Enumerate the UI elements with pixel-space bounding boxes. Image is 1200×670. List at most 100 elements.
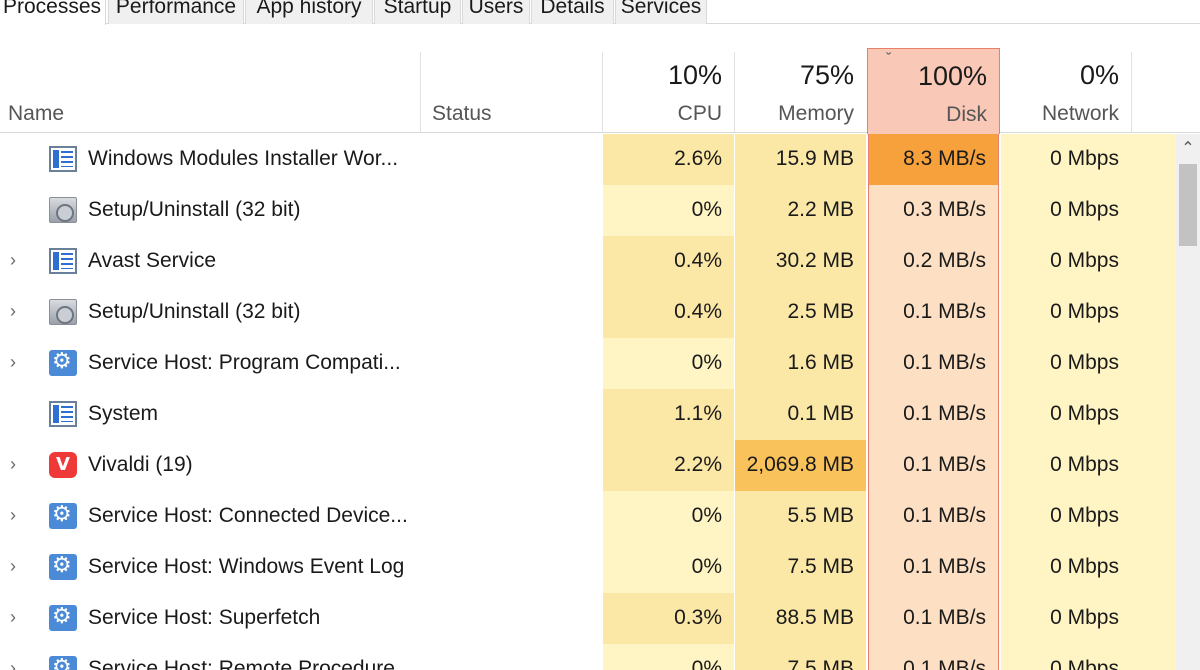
column-divider[interactable] [1131,52,1132,132]
expand-chevron-icon[interactable]: › [10,454,16,474]
vertical-scrollbar[interactable]: ⌃ [1176,134,1200,670]
cpu-value: 2.6% [603,134,734,185]
process-row[interactable]: › Avast Service 0.4% 30.2 MB 0.2 MB/s 0 Mbps [0,236,1176,287]
row-filler [1131,491,1176,542]
process-row[interactable]: Windows Modules Installer Wor... 2.6% 15.9… [0,134,1176,185]
process-row[interactable]: › Vivaldi (19) 2.2%2,069.8 MB0.1 MB/s0 Mbp… [0,440,1176,491]
tab-app-history[interactable]: App history [245,0,373,24]
cpu-value: 0% [603,644,734,670]
cpu-value: 1.1% [603,389,734,440]
column-header-cpu[interactable]: 10% CPU [603,52,734,132]
cpu-value: 0% [603,542,734,593]
row-filler [1131,185,1176,236]
cpu-value: 2.2% [603,440,734,491]
disk-value: 0.1 MB/s [868,491,999,542]
tab-processes[interactable]: Processes [0,0,106,25]
window-icon [49,248,77,274]
row-filler [1131,236,1176,287]
column-header-memory[interactable]: 75% Memory [735,52,866,132]
memory-value: 2,069.8 MB [735,440,866,491]
cpu-value: 0% [603,491,734,542]
expand-chevron-icon[interactable]: › [10,556,16,576]
cpu-total-percent: 10% [667,60,722,90]
scroll-thumb[interactable] [1179,164,1197,246]
expand-chevron-icon[interactable]: › [10,352,16,372]
expand-chevron-icon[interactable]: › [10,301,16,321]
disk-value: 0.1 MB/s [868,542,999,593]
vivaldi-icon [49,452,77,478]
expand-chevron-icon[interactable]: › [10,505,16,525]
process-row[interactable]: › Service Host: Program Compati... 0%1.6 M… [0,338,1176,389]
memory-value: 5.5 MB [735,491,866,542]
process-name: Setup/Uninstall (32 bit) [88,198,301,221]
expand-chevron-icon[interactable]: › [10,658,16,670]
process-name: Service Host: Remote Procedure... [88,657,413,670]
gear-icon [49,502,77,529]
network-value: 0 Mbps [1001,134,1131,185]
tab-services[interactable]: Services [615,0,707,24]
memory-value: 1.6 MB [735,338,866,389]
network-value: 0 Mbps [1001,185,1131,236]
column-header-network[interactable]: 0% Network [1001,52,1131,132]
process-row[interactable]: › Service Host: Connected Device... 0%5.5 … [0,491,1176,542]
process-name: System [88,402,159,425]
gear-icon [49,604,77,631]
row-filler [1131,644,1176,670]
disk-value: 0.1 MB/s [868,338,999,389]
memory-value: 30.2 MB [735,236,866,287]
column-divider[interactable] [420,52,421,132]
expand-chevron-icon[interactable]: › [10,607,16,627]
tab-bar: Processes Performance App history Startu… [0,0,1200,25]
column-header-name[interactable]: Name [0,52,420,132]
tab-performance[interactable]: Performance [108,0,244,24]
disk-value: 8.3 MB/s [868,134,999,185]
process-name: Service Host: Program Compati... [88,351,401,374]
column-label-network: Network [1041,102,1119,125]
network-value: 0 Mbps [1001,236,1131,287]
network-total-percent: 0% [1079,60,1119,90]
disk-total-percent: 100% [917,61,987,91]
column-label-name: Name [8,102,65,125]
sort-descending-icon: ˇ [886,51,892,68]
process-row[interactable]: › Service Host: Windows Event Log 0%7.5 MB… [0,542,1176,593]
column-label-cpu: CPU [677,102,722,125]
disk-value: 0.1 MB/s [868,440,999,491]
gear-icon [49,553,77,580]
memory-value: 0.1 MB [735,389,866,440]
network-value: 0 Mbps [1001,338,1131,389]
process-name: Setup/Uninstall (32 bit) [88,300,301,323]
setup-icon [49,197,77,223]
column-label-memory: Memory [778,102,854,125]
memory-value: 2.2 MB [735,185,866,236]
disk-value: 0.1 MB/s [868,389,999,440]
process-name: Vivaldi (19) [88,453,193,476]
memory-value: 7.5 MB [735,542,866,593]
memory-total-percent: 75% [799,60,854,90]
process-row[interactable]: Setup/Uninstall (32 bit) 0% 2.2 MB 0.3 MB/s… [0,185,1176,236]
scroll-up-arrow-icon[interactable]: ⌃ [1181,140,1195,157]
gear-icon [49,349,77,376]
column-header-disk[interactable]: ˇ 100% Disk [867,48,1000,134]
cpu-value: 0.4% [603,287,734,338]
window-icon [49,401,77,427]
process-name: Windows Modules Installer Wor... [88,147,399,170]
tab-details[interactable]: Details [531,0,614,24]
memory-value: 7.5 MB [735,644,866,670]
column-divider[interactable] [602,52,603,132]
column-label-disk: Disk [946,103,987,126]
network-value: 0 Mbps [1001,593,1131,644]
gear-icon [49,655,77,670]
network-value: 0 Mbps [1001,542,1131,593]
process-row[interactable]: › Service Host: Remote Procedure... 0%7.5 … [0,644,1176,670]
tab-users[interactable]: Users [462,0,530,24]
column-divider[interactable] [734,52,735,132]
column-header-status[interactable]: Status [424,52,602,132]
process-row[interactable]: › Setup/Uninstall (32 bit) 0.4% 2.5 MB 0.1 M… [0,287,1176,338]
column-label-status: Status [432,102,492,125]
row-filler [1131,389,1176,440]
row-filler [1131,593,1176,644]
process-row[interactable]: › Service Host: Superfetch 0.3%88.5 MB0.1 … [0,593,1176,644]
expand-chevron-icon[interactable]: › [10,250,16,270]
process-row[interactable]: System 1.1% 0.1 MB 0.1 MB/s 0 Mbps [0,389,1176,440]
tab-startup[interactable]: Startup [374,0,461,24]
